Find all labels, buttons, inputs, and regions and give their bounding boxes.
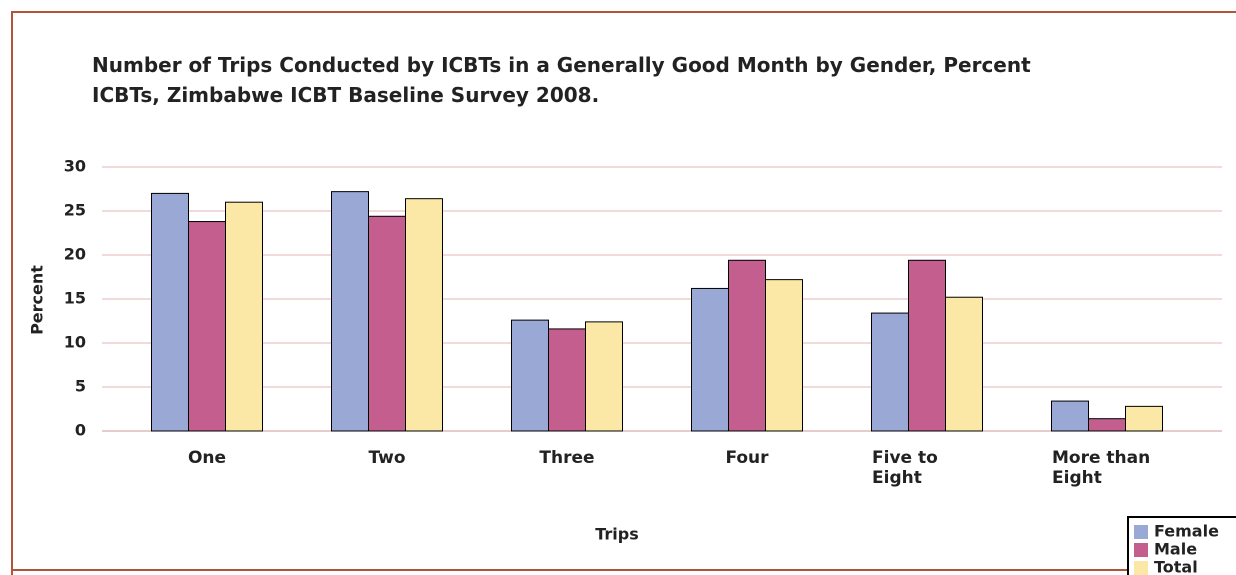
x-tick-text: Two bbox=[368, 448, 406, 468]
bar bbox=[908, 259, 946, 432]
legend-swatch bbox=[1134, 525, 1148, 539]
x-tick-label: Five to Eight bbox=[847, 448, 1007, 488]
bar bbox=[1088, 418, 1126, 432]
x-tick-text: Five to Eight bbox=[872, 448, 938, 488]
bar bbox=[151, 192, 189, 432]
bar bbox=[188, 221, 226, 432]
legend-swatch bbox=[1134, 561, 1148, 575]
bar bbox=[331, 191, 369, 432]
x-tick-text: More than Eight bbox=[1052, 448, 1151, 488]
y-tick-label: 10 bbox=[64, 333, 86, 352]
x-tick-label: Four bbox=[667, 448, 827, 468]
bar bbox=[225, 201, 263, 432]
y-tick-label: 5 bbox=[75, 377, 86, 396]
legend-label: Total bbox=[1154, 558, 1198, 575]
y-axis-label: Percent bbox=[28, 265, 47, 335]
legend-label: Male bbox=[1154, 540, 1197, 559]
bar bbox=[368, 215, 406, 432]
y-tick-label: 0 bbox=[75, 421, 86, 440]
x-axis-label: Trips bbox=[595, 525, 639, 544]
bar bbox=[1051, 400, 1089, 432]
x-tick-text: Three bbox=[539, 448, 595, 468]
x-tick-text: One bbox=[187, 448, 227, 468]
bar bbox=[405, 198, 443, 432]
bar bbox=[728, 259, 766, 432]
legend-label: Female bbox=[1154, 522, 1219, 541]
bar bbox=[1125, 405, 1163, 432]
bar bbox=[691, 287, 729, 432]
bar bbox=[765, 279, 803, 432]
x-tick-label: More than Eight bbox=[1027, 448, 1187, 488]
bar bbox=[945, 296, 983, 432]
x-tick-label: One bbox=[127, 448, 287, 468]
y-tick-label: 25 bbox=[64, 201, 86, 220]
x-tick-label: Two bbox=[307, 448, 467, 468]
x-tick-text: Four bbox=[725, 448, 769, 468]
y-tick-label: 30 bbox=[64, 157, 86, 176]
x-tick-label: Three bbox=[487, 448, 647, 468]
bar bbox=[548, 328, 586, 432]
frame bbox=[11, 11, 1236, 575]
chart-title: Number of Trips Conducted by ICBTs in a … bbox=[92, 53, 1031, 107]
y-tick-label: 20 bbox=[64, 245, 86, 264]
y-tick-label: 15 bbox=[64, 289, 86, 308]
bar bbox=[511, 319, 549, 432]
bar bbox=[585, 321, 623, 432]
bar bbox=[871, 312, 909, 432]
legend-swatch bbox=[1134, 543, 1148, 557]
